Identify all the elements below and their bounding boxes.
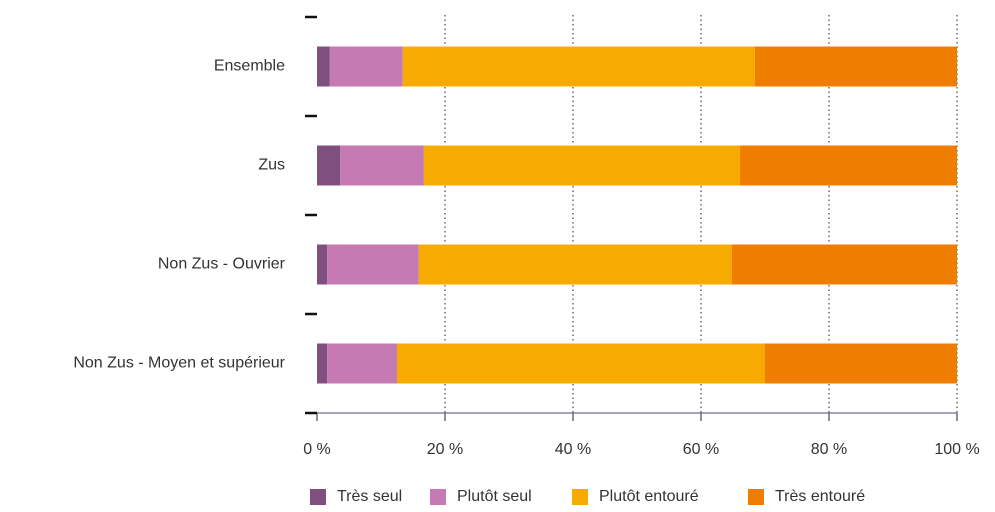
legend-swatch [310, 489, 326, 505]
bar-segment [317, 46, 330, 87]
x-tick-label: 80 % [811, 441, 847, 458]
bar-segment [740, 145, 957, 186]
bar-segment [317, 145, 341, 186]
legend-label: Plutôt seul [457, 488, 532, 505]
y-tick-label: Zus [258, 157, 285, 174]
bar-segment [317, 244, 328, 285]
y-tick-label: Non Zus - Moyen et supérieur [73, 355, 285, 372]
legend-label: Très seul [337, 488, 402, 505]
bar-segment [731, 244, 957, 285]
bar-segment [397, 343, 765, 384]
bar-segment [402, 46, 755, 87]
bar-segment [329, 46, 403, 87]
legend-swatch [572, 489, 588, 505]
y-tick-label: Non Zus - Ouvrier [158, 256, 286, 273]
bar-segment [765, 343, 957, 384]
legend-swatch [430, 489, 446, 505]
x-tick-label: 40 % [555, 441, 591, 458]
bar-segment [418, 244, 732, 285]
x-tick-label: 60 % [683, 441, 719, 458]
bar-segment [327, 244, 419, 285]
bar-segment [340, 145, 424, 186]
legend-label: Très entouré [775, 488, 865, 505]
bar-segment [754, 46, 957, 87]
bar-segment [327, 343, 397, 384]
x-tick-label: 0 % [303, 441, 331, 458]
x-tick-label: 20 % [427, 441, 463, 458]
legend-label: Plutôt entouré [599, 488, 699, 505]
bar-segment [423, 145, 741, 186]
x-tick-label: 100 % [934, 441, 979, 458]
y-tick-label: Ensemble [214, 58, 285, 75]
legend-swatch [748, 489, 764, 505]
bar-segment [317, 343, 328, 384]
